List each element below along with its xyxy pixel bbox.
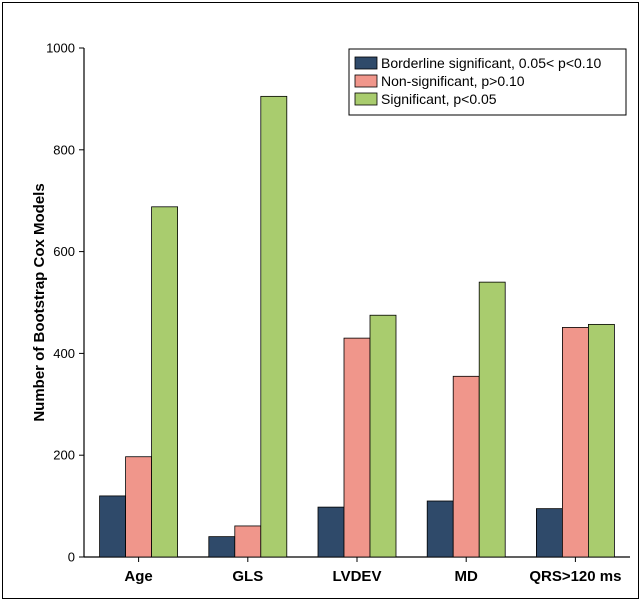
bar-age-series-3 — [151, 206, 179, 558]
legend-entry: Significant, p<0.05 — [381, 91, 497, 107]
legend-box — [348, 48, 627, 116]
y-tick-label: 0 — [68, 550, 75, 565]
bar-md-series-2 — [452, 375, 480, 558]
bar-qrs-120-ms-series-3 — [588, 323, 615, 558]
y-tick-label: 400 — [53, 346, 75, 361]
chart-bars — [99, 95, 615, 558]
y-tick-label: 800 — [53, 142, 75, 157]
bar-md-series-1 — [426, 500, 454, 558]
legend-entry: Non-significant, p>0.10 — [381, 73, 525, 89]
legend-swatch — [354, 92, 378, 106]
y-tick-label: 1000 — [46, 41, 75, 56]
legend-swatch — [354, 56, 378, 70]
y-tick-label: 200 — [53, 448, 75, 463]
legend-swatch — [354, 74, 378, 88]
bar-age-series-1 — [99, 495, 126, 558]
bar-gls-series-2 — [234, 525, 262, 558]
y-tick-label: 600 — [53, 244, 75, 259]
y-axis-title: Number of Bootstrap Cox Models — [31, 183, 48, 421]
chart-labels: Age GLS LVDEV MD QRS>120 ms — [124, 568, 621, 585]
bar-lvdev-series-3 — [369, 314, 397, 558]
bar-lvdev-series-2 — [343, 337, 371, 558]
x-category-label: LVDEV — [333, 568, 382, 585]
x-category-label: QRS>120 ms — [529, 568, 621, 585]
bar-qrs-120-ms-series-2 — [562, 327, 589, 558]
x-category-label: GLS — [232, 568, 263, 585]
bar-lvdev-series-1 — [317, 506, 345, 558]
bar-gls-series-3 — [260, 95, 288, 558]
x-category-label: MD — [455, 568, 478, 585]
x-category-label: Age — [124, 568, 152, 585]
bar-age-series-2 — [125, 456, 152, 558]
legend-entry: Borderline significant, 0.05< p<0.10 — [381, 55, 601, 71]
bar-qrs-120-ms-series-1 — [536, 508, 563, 558]
chart-legend: Borderline significant, 0.05< p<0.10 Non-… — [348, 48, 627, 116]
bar-gls-series-1 — [208, 536, 236, 558]
bar-md-series-3 — [478, 281, 506, 558]
